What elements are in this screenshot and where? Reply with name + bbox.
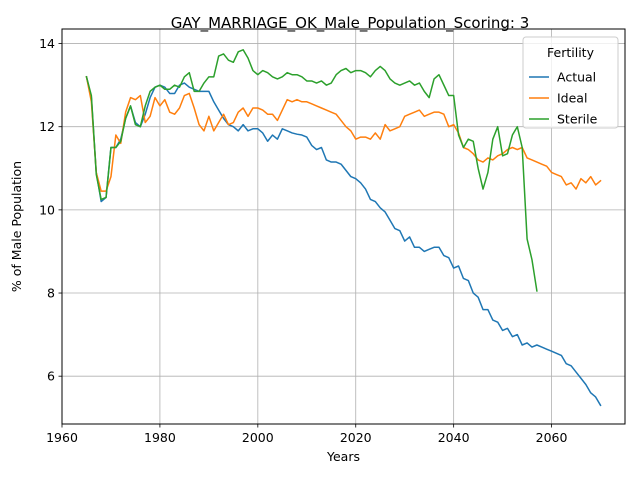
y-axis-title: % of Male Population	[9, 161, 24, 292]
x-tick-label: 2000	[242, 430, 274, 445]
plot-frame	[61, 28, 626, 425]
chart-title: GAY_MARRIAGE_OK_Male_Population_Scoring:…	[171, 14, 530, 33]
x-axis-title: Years	[326, 449, 360, 464]
legend-title: Fertility	[547, 45, 595, 60]
legend-items: Actual Ideal Sterile	[529, 70, 598, 127]
y-axis: 6 8 10 12 14	[39, 36, 62, 384]
y-tick-label: 8	[47, 286, 55, 301]
x-axis: 1960 1980 2000 2020 2040 2060	[46, 424, 568, 445]
legend: Fertility Actual Ideal Sterile	[522, 36, 619, 129]
legend-box	[522, 36, 619, 129]
legend-label-sterile: Sterile	[557, 112, 598, 127]
y-tick-label: 10	[39, 202, 55, 217]
y-tick-label: 6	[47, 369, 55, 384]
x-tick-label: 1980	[144, 430, 176, 445]
series-line-sterile	[85, 49, 538, 292]
legend-label-ideal: Ideal	[557, 91, 587, 106]
legend-label-actual: Actual	[557, 70, 596, 85]
series-line-ideal	[85, 75, 602, 192]
series-line-actual	[85, 75, 602, 407]
series-lines	[85, 49, 602, 407]
x-tick-label: 2040	[438, 430, 470, 445]
x-tick-label: 2020	[340, 430, 372, 445]
x-tick-label: 1960	[46, 430, 78, 445]
x-tick-label: 2060	[536, 430, 568, 445]
y-tick-label: 14	[39, 36, 55, 51]
y-tick-label: 12	[39, 119, 55, 134]
